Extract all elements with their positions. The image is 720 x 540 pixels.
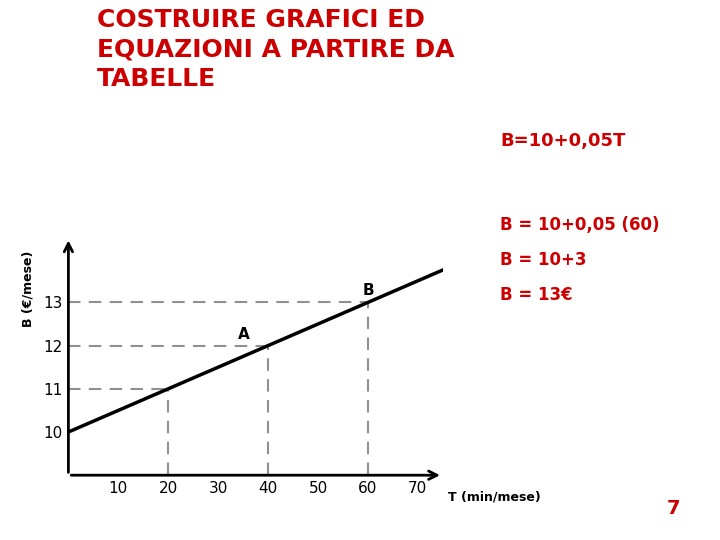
- Text: B = 10+0,05 (60): B = 10+0,05 (60): [500, 216, 660, 234]
- Text: B (€/mese): B (€/mese): [22, 251, 35, 327]
- Text: COSTRUIRE GRAFICI ED: COSTRUIRE GRAFICI ED: [97, 8, 425, 32]
- Text: TABELLE: TABELLE: [97, 68, 216, 91]
- Text: T (min/mese): T (min/mese): [448, 490, 541, 503]
- Text: B: B: [363, 283, 374, 298]
- Text: B = 10+3: B = 10+3: [500, 251, 587, 269]
- Text: B = 13€: B = 13€: [500, 286, 573, 304]
- Text: 7: 7: [667, 500, 680, 518]
- Text: EQUAZIONI A PARTIRE DA: EQUAZIONI A PARTIRE DA: [97, 38, 455, 62]
- Text: A: A: [238, 327, 250, 342]
- Text: B=10+0,05T: B=10+0,05T: [500, 132, 626, 150]
